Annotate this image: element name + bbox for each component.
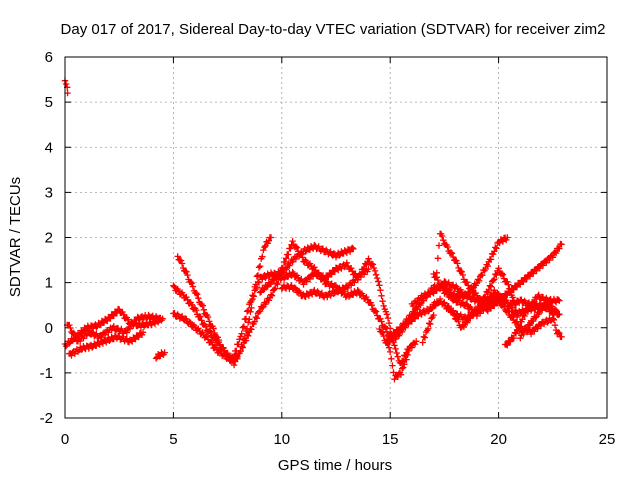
y-tick-label: -2 (40, 410, 53, 427)
series-markers-start (61, 77, 71, 97)
x-tick-label: 25 (599, 431, 616, 448)
x-tick-label: 10 (273, 431, 290, 448)
y-tick-label: 5 (45, 94, 53, 111)
x-tick-label: 5 (169, 431, 177, 448)
y-tick-label: 1 (45, 275, 53, 292)
data-markers (61, 77, 565, 383)
series-markers-s9 (278, 255, 420, 367)
y-tick-label: 3 (45, 184, 53, 201)
x-tick-label: 0 (61, 431, 69, 448)
series-markers-s3 (66, 329, 147, 359)
plot-frame (64, 56, 608, 419)
series-markers-s6 (174, 253, 372, 365)
grid-lines (65, 57, 607, 418)
y-axis-label: SDTVAR / TECUs (7, 177, 24, 297)
x-tick-label: 20 (490, 431, 507, 448)
x-tick-label: 15 (382, 431, 399, 448)
y-tick-label: 4 (45, 139, 53, 156)
y-tick-label: -1 (40, 365, 53, 382)
series-markers-s2 (64, 311, 164, 345)
y-tick-label: 2 (45, 230, 53, 247)
series-markers-s16 (501, 291, 565, 349)
chart-title: Day 017 of 2017, Sidereal Day-to-day VTE… (61, 21, 606, 38)
x-axis-label: GPS time / hours (278, 457, 392, 474)
series-markers-s4 (152, 349, 168, 362)
y-tick-label: 0 (45, 320, 53, 337)
series-markers-s7 (170, 241, 357, 364)
y-tick-label: 6 (45, 49, 53, 66)
